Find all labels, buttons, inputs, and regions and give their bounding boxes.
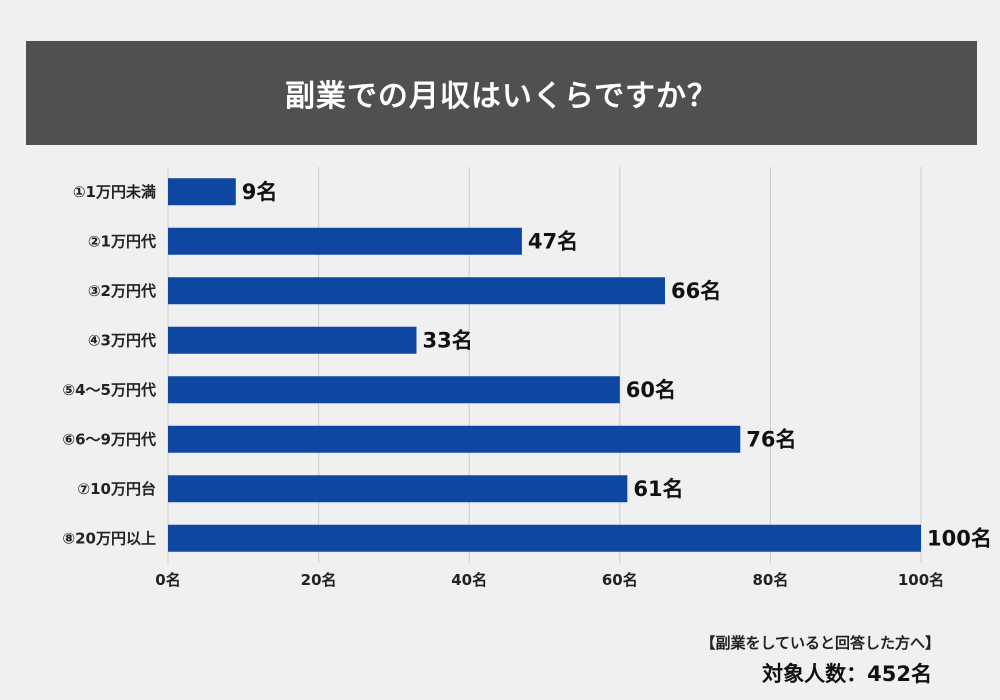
value-label-8: 100名 bbox=[927, 526, 992, 550]
category-label-3: ③2万円代 bbox=[88, 282, 156, 300]
bar-7 bbox=[168, 475, 628, 503]
bar-3 bbox=[168, 277, 665, 305]
bar-8 bbox=[168, 524, 921, 552]
value-label-7: 61名 bbox=[633, 477, 683, 501]
value-label-4: 33名 bbox=[422, 328, 472, 352]
bar-5 bbox=[168, 376, 620, 404]
x-tick-label-0: 0名 bbox=[155, 571, 180, 589]
bar-2 bbox=[168, 227, 522, 255]
category-label-6: ⑥6～9万円代 bbox=[62, 430, 156, 448]
category-label-5: ⑤4～5万円代 bbox=[62, 381, 156, 399]
category-label-8: ⑧20万円以上 bbox=[62, 529, 156, 547]
category-label-1: ①1万円未満 bbox=[73, 183, 156, 201]
value-label-5: 60名 bbox=[626, 378, 676, 402]
value-label-2: 47名 bbox=[528, 229, 578, 253]
x-tick-label-80: 80名 bbox=[752, 571, 788, 589]
category-label-4: ④3万円代 bbox=[88, 331, 156, 349]
chart-title: 副業での月収はいくらですか？ bbox=[284, 79, 719, 114]
footnote: 【副業をしていると回答した方へ】 bbox=[700, 634, 940, 652]
category-label-2: ②1万円代 bbox=[88, 232, 156, 250]
x-tick-label-100: 100名 bbox=[898, 571, 944, 589]
value-label-3: 66名 bbox=[671, 279, 721, 303]
value-label-1: 9名 bbox=[242, 180, 278, 204]
category-label-7: ⑦10万円台 bbox=[77, 480, 156, 498]
value-label-6: 76名 bbox=[746, 427, 796, 451]
bar-6 bbox=[168, 425, 741, 453]
x-tick-label-60: 60名 bbox=[602, 571, 638, 589]
total-respondents: 対象人数：452名 bbox=[762, 662, 932, 686]
title-band: 副業での月収はいくらですか？ bbox=[26, 41, 977, 145]
bar-4 bbox=[168, 326, 417, 354]
x-tick-label-20: 20名 bbox=[301, 571, 337, 589]
x-tick-label-40: 40名 bbox=[451, 571, 487, 589]
bar-1 bbox=[168, 178, 236, 206]
